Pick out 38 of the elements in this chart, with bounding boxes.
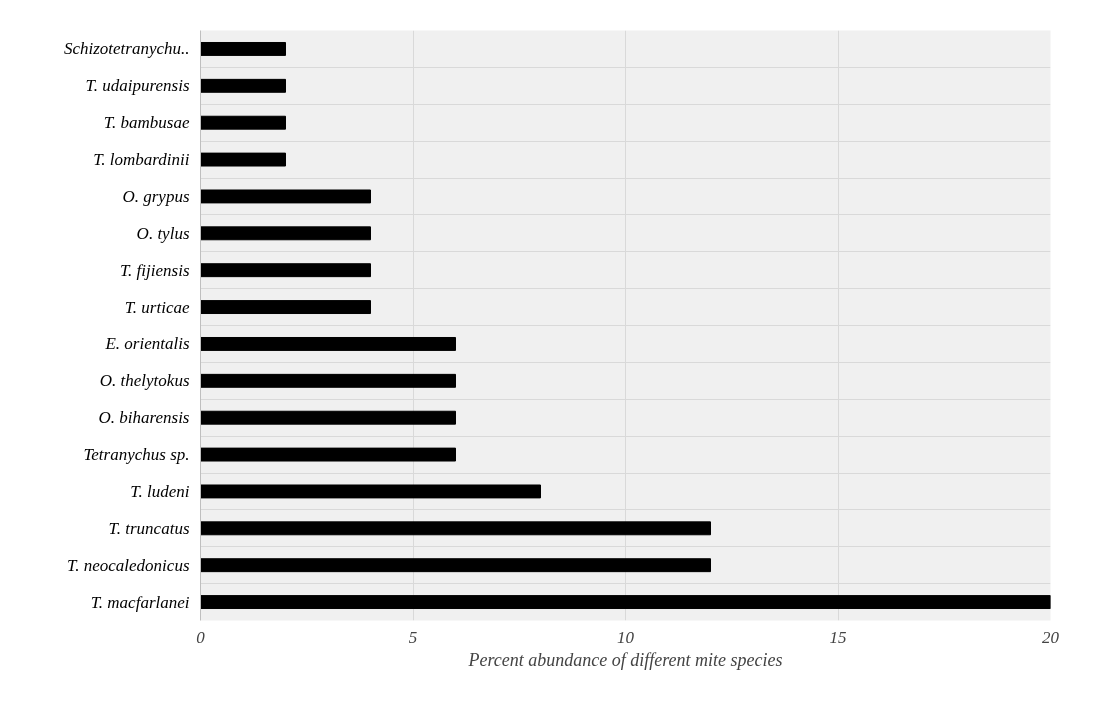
y-tick-label: T. urticae	[124, 297, 190, 317]
x-tick-label: 10	[617, 627, 635, 647]
y-tick-label: Tetranychus sp.	[83, 445, 190, 465]
x-tick-label: 0	[196, 627, 206, 647]
y-tick-label: T. ludeni	[130, 481, 190, 501]
y-tick-label: T. udaipurensis	[85, 76, 190, 96]
bar	[200, 521, 711, 536]
y-tick-label: Schizotetranychu..	[63, 39, 190, 59]
bar	[200, 484, 541, 499]
y-tick-label: E. orientalis	[104, 334, 190, 354]
bar	[200, 189, 371, 204]
x-tick-label: 20	[1042, 627, 1060, 647]
bar	[200, 263, 371, 278]
y-tick-label: T. neocaledonicus	[67, 555, 190, 575]
y-tick-label: T. bambusae	[103, 113, 190, 133]
bar	[200, 558, 711, 573]
x-tick-label: 15	[829, 627, 847, 647]
y-tick-label: T. truncatus	[108, 518, 190, 538]
y-tick-label: O. tylus	[136, 223, 190, 243]
bar	[200, 447, 456, 462]
x-tick-label: 5	[408, 627, 418, 647]
bar	[200, 595, 1051, 610]
bar	[200, 78, 286, 93]
bar	[200, 115, 286, 130]
bar	[200, 41, 286, 56]
bar	[200, 410, 456, 425]
y-tick-label: T. lombardinii	[93, 150, 190, 170]
bar	[200, 152, 286, 167]
bar	[200, 336, 456, 351]
y-tick-label: O. grypus	[122, 186, 190, 206]
bar	[200, 226, 371, 241]
bar	[200, 373, 456, 388]
y-tick-label: T. macfarlanei	[90, 592, 190, 612]
x-axis-title: Percent abundance of different mite species	[467, 649, 783, 670]
bar	[200, 300, 371, 315]
y-tick-label: O. thelytokus	[99, 371, 190, 391]
y-tick-label: T. fijiensis	[119, 260, 190, 280]
y-tick-label: O. biharensis	[98, 408, 190, 428]
